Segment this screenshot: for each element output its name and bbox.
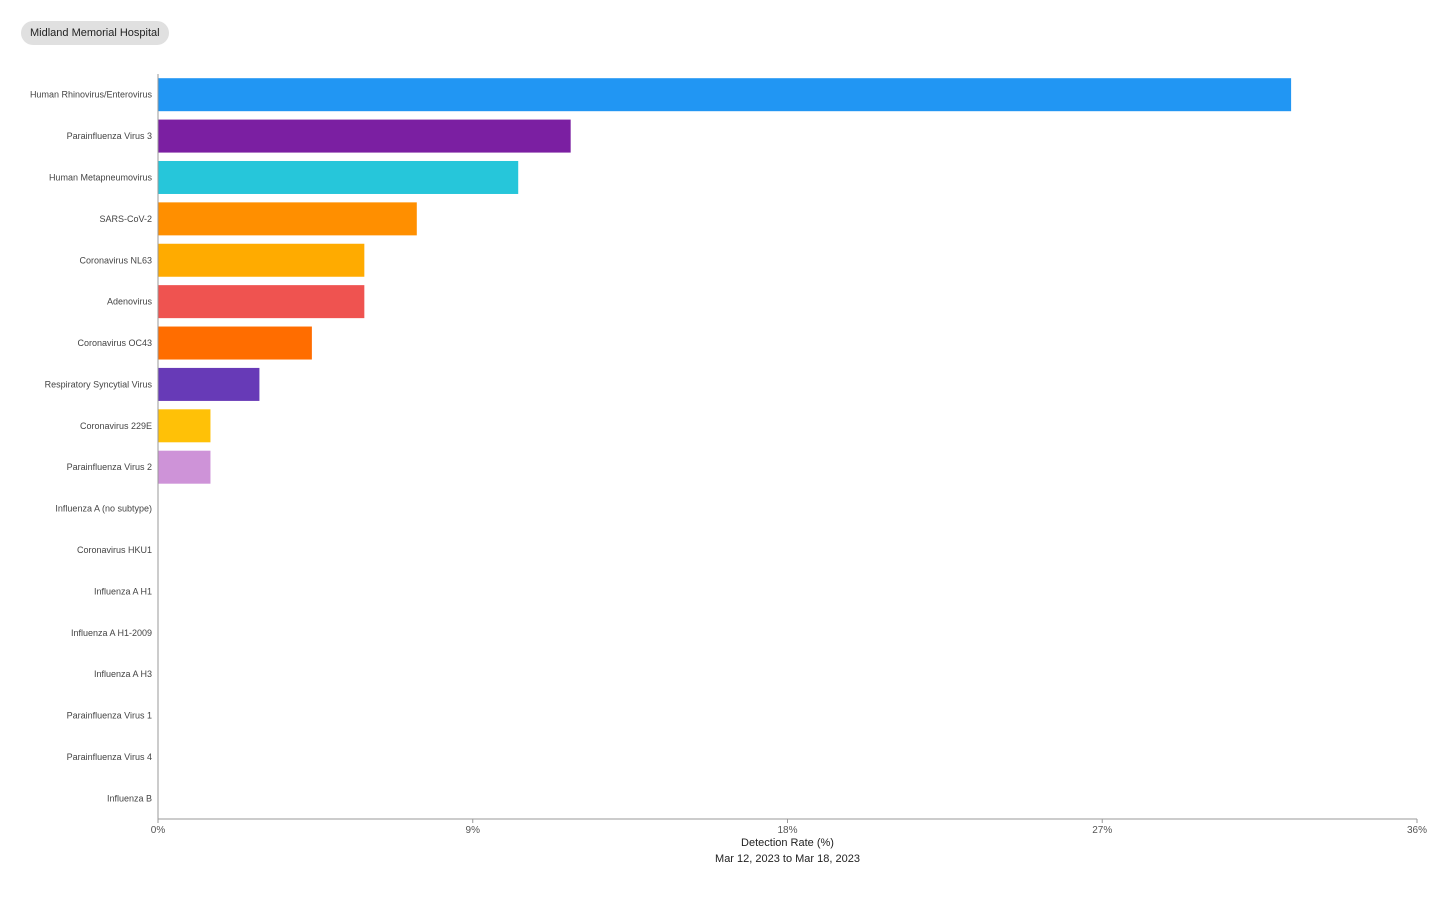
category-label-coronavirus-nl63: Coronavirus NL63 bbox=[79, 255, 152, 265]
category-label-influenza-a-h1: Influenza A H1 bbox=[94, 586, 152, 596]
bar-respiratory-syncytial-virus[interactable] bbox=[158, 367, 260, 401]
bar-adenovirus[interactable] bbox=[158, 285, 365, 319]
category-label-parainfluenza-virus-2: Parainfluenza Virus 2 bbox=[67, 462, 152, 472]
category-label-sars-cov-2: SARS-CoV-2 bbox=[99, 214, 152, 224]
bar-parainfluenza-virus-3[interactable] bbox=[158, 119, 571, 153]
chart-date-range: Mar 12, 2023 to Mar 18, 2023 bbox=[715, 853, 860, 865]
bar-coronavirus-oc43[interactable] bbox=[158, 326, 312, 360]
category-label-respiratory-syncytial-virus: Respiratory Syncytial Virus bbox=[45, 379, 153, 389]
category-label-coronavirus-oc43: Coronavirus OC43 bbox=[77, 338, 152, 348]
x-tick-label: 0% bbox=[151, 825, 166, 836]
bar-human-rhinovirus-enterovirus[interactable] bbox=[158, 78, 1292, 112]
category-label-parainfluenza-virus-1: Parainfluenza Virus 1 bbox=[67, 711, 152, 721]
category-label-coronavirus-229e: Coronavirus 229E bbox=[80, 421, 152, 431]
x-tick-label: 9% bbox=[466, 825, 481, 836]
bar-parainfluenza-virus-2[interactable] bbox=[158, 450, 211, 484]
bar-sars-cov-2[interactable] bbox=[158, 202, 417, 236]
x-axis-title: Detection Rate (%) bbox=[741, 837, 834, 849]
category-label-coronavirus-hku1: Coronavirus HKU1 bbox=[77, 545, 152, 555]
category-label-parainfluenza-virus-4: Parainfluenza Virus 4 bbox=[67, 752, 152, 762]
bar-coronavirus-nl63[interactable] bbox=[158, 243, 365, 277]
category-label-influenza-a-h3: Influenza A H3 bbox=[94, 669, 152, 679]
x-tick-label: 18% bbox=[777, 825, 797, 836]
axes: 0% 9% 18% 27% 36% bbox=[151, 74, 1427, 836]
bars-layer bbox=[158, 78, 1292, 484]
category-label-influenza-a-h1-2009: Influenza A H1-2009 bbox=[71, 628, 152, 638]
bar-coronavirus-229e[interactable] bbox=[158, 409, 211, 443]
x-tick-label: 27% bbox=[1092, 825, 1112, 836]
bar-human-metapneumovirus[interactable] bbox=[158, 160, 519, 194]
x-tick-label: 36% bbox=[1407, 825, 1427, 836]
hospital-selector-chip[interactable]: Midland Memorial Hospital bbox=[21, 21, 169, 45]
category-label-influenza-b: Influenza B bbox=[107, 793, 152, 803]
category-label-parainfluenza-virus-3: Parainfluenza Virus 3 bbox=[67, 131, 152, 141]
category-label-human-rhinovirus-enterovirus: Human Rhinovirus/Enterovirus bbox=[30, 90, 153, 100]
category-labels: Human Rhinovirus/Enterovirus Parainfluenz… bbox=[30, 90, 153, 804]
category-label-influenza-a-no-subtype: Influenza A (no subtype) bbox=[55, 504, 152, 514]
category-label-adenovirus: Adenovirus bbox=[107, 297, 153, 307]
category-label-human-metapneumovirus: Human Metapneumovirus bbox=[49, 172, 153, 182]
